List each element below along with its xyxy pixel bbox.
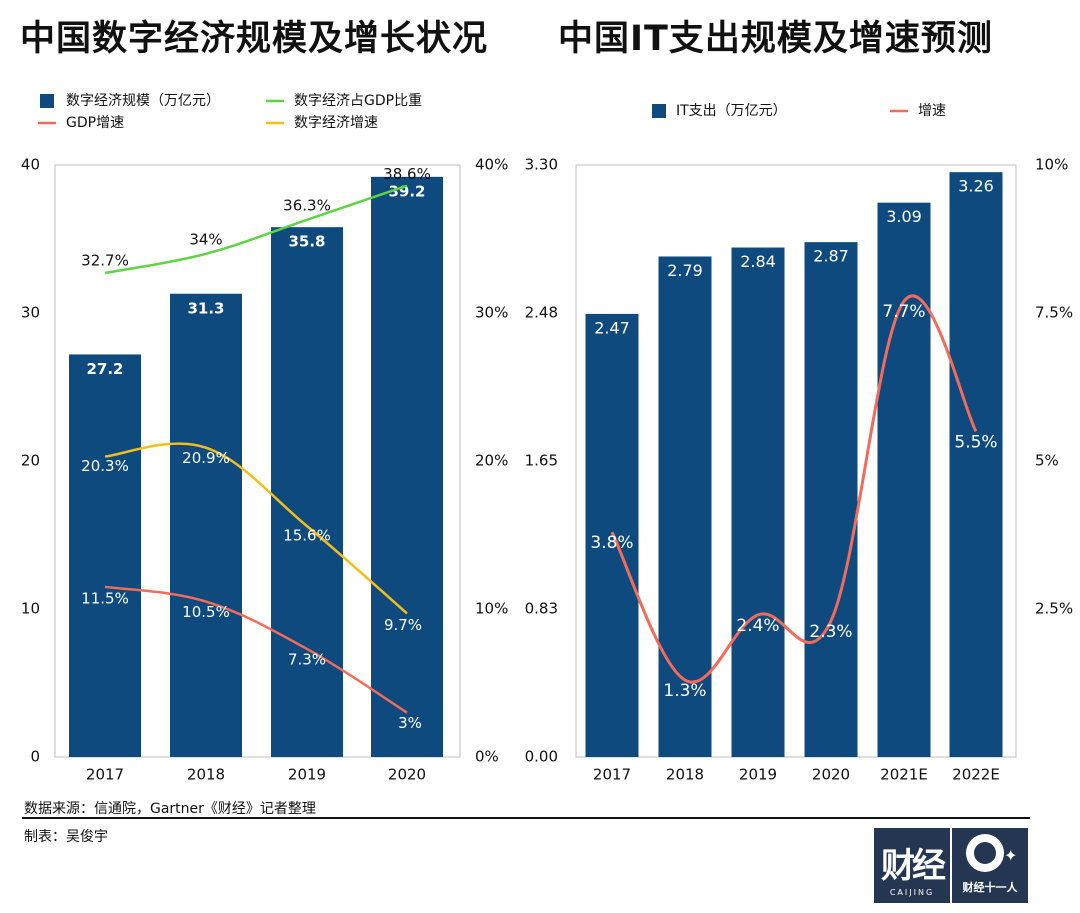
left-legend-label: GDP增速 (66, 115, 124, 131)
left-legend-swatch (40, 94, 54, 108)
left-chart-title: 中国数字经济规模及增长状况 (20, 19, 489, 59)
left-bar (371, 176, 443, 758)
left-legend-label: 数字经济规模（万亿元） (66, 93, 220, 109)
left-plot-frame (54, 164, 461, 758)
left-line-label: 11.5% (81, 589, 129, 607)
left-y-tick: 0 (30, 748, 40, 766)
footer-divider (22, 817, 1030, 819)
left-x-tick: 2019 (288, 766, 326, 784)
source-note: 数据来源：信通院，Gartner《财经》记者整理 (24, 801, 316, 817)
right-bar (731, 247, 785, 757)
left-y-tick: 40 (21, 156, 40, 174)
left-y-tick: 30 (21, 304, 40, 322)
left-bar-value: 35.8 (288, 233, 325, 251)
left-y2-tick: 30% (475, 304, 508, 322)
left-bar (170, 293, 242, 757)
left-bar-value: 27.2 (86, 360, 123, 378)
right-x-tick: 2019 (739, 766, 777, 784)
caijing-logo-subtitle: CAIJING (889, 888, 935, 897)
right-x-tick: 2017 (593, 766, 631, 784)
right-y-tick: 1.65 (525, 452, 558, 470)
right-line-label: 3.8% (590, 533, 633, 553)
left-line-label: 38.6% (383, 165, 431, 183)
right-line-label: 1.3% (663, 681, 706, 701)
left-line-label: 34% (189, 230, 222, 248)
kite-figure-icon: ✦ (1004, 846, 1018, 865)
right-y-tick: 0.00 (525, 748, 558, 766)
right-bar-value: 2.79 (667, 261, 703, 280)
caijing-logo: 财经 CAIJING (874, 828, 950, 903)
right-plot-frame (575, 164, 1017, 758)
right-line-label: 7.7% (882, 302, 925, 322)
left-line-label: 36.3% (283, 196, 331, 214)
left-line-label: 3% (398, 714, 422, 732)
globe-icon (966, 834, 1004, 872)
right-y-tick: 3.30 (525, 156, 558, 174)
right-legend-swatch (652, 104, 666, 118)
left-legend-label: 数字经济增速 (294, 115, 378, 131)
right-x-tick: 2020 (812, 766, 850, 784)
right-y2-tick: 7.5% (1035, 304, 1073, 322)
left-line-3 (104, 442, 408, 615)
left-y2-tick: 20% (475, 452, 508, 470)
left-bar-value: 39.2 (388, 182, 425, 200)
left-x-tick: 2017 (86, 766, 124, 784)
right-chart-title: 中国IT支出规模及增速预测 (558, 19, 993, 59)
right-line-label: 2.4% (736, 616, 779, 636)
left-line-label: 15.6% (283, 527, 331, 545)
left-y-tick: 20 (21, 452, 40, 470)
left-line-label: 10.5% (182, 603, 230, 621)
right-legend-label: IT支出（万亿元） (676, 103, 787, 119)
caijing-logo-mark: 财经 (881, 846, 946, 886)
eleven-logo-subtitle: 财经十一人 (962, 881, 1018, 894)
left-y2-tick: 40% (475, 156, 508, 174)
left-y-tick: 10 (21, 600, 40, 618)
left-legend-label: 数字经济占GDP比重 (294, 93, 422, 109)
right-x-tick: 2022E (952, 766, 1000, 784)
maker-note: 制表：吴俊宇 (24, 829, 108, 845)
right-bar (949, 172, 1003, 757)
eleven-logo: ✦ 财经十一人 (952, 828, 1028, 903)
left-y2-tick: 0% (475, 748, 499, 766)
right-y2-tick: 10% (1035, 156, 1068, 174)
left-bar-value: 31.3 (187, 299, 224, 317)
right-y-tick: 0.83 (525, 600, 558, 618)
left-line-1 (104, 184, 408, 275)
left-line-label: 20.9% (182, 449, 230, 467)
left-x-tick: 2020 (388, 766, 426, 784)
right-legend-label: 增速 (918, 103, 946, 119)
left-line-label: 7.3% (288, 650, 326, 668)
right-line-label: 2.3% (809, 622, 852, 642)
right-bar-value: 2.84 (740, 252, 776, 271)
right-bar-value: 2.87 (813, 247, 849, 266)
right-x-tick: 2021E (880, 766, 928, 784)
right-x-tick: 2018 (666, 766, 704, 784)
right-bar-value: 3.09 (886, 207, 922, 226)
right-y2-tick: 5% (1035, 452, 1059, 470)
right-y2-tick: 2.5% (1035, 600, 1073, 618)
left-bar (271, 227, 343, 757)
left-line-2 (104, 585, 408, 714)
left-line-label: 32.7% (81, 252, 129, 270)
left-bar (69, 354, 141, 757)
left-line-label: 20.3% (81, 457, 129, 475)
right-y-tick: 2.48 (525, 304, 558, 322)
left-line-label: 9.7% (384, 616, 422, 634)
right-bar-value: 2.47 (594, 318, 630, 337)
right-bar (804, 242, 858, 757)
right-bar (877, 202, 931, 757)
right-bar-value: 3.26 (958, 177, 994, 196)
left-y2-tick: 10% (475, 600, 508, 618)
left-x-tick: 2018 (187, 766, 225, 784)
right-line-label: 5.5% (954, 432, 997, 452)
right-bar (658, 256, 712, 757)
right-growth-line (610, 294, 978, 684)
